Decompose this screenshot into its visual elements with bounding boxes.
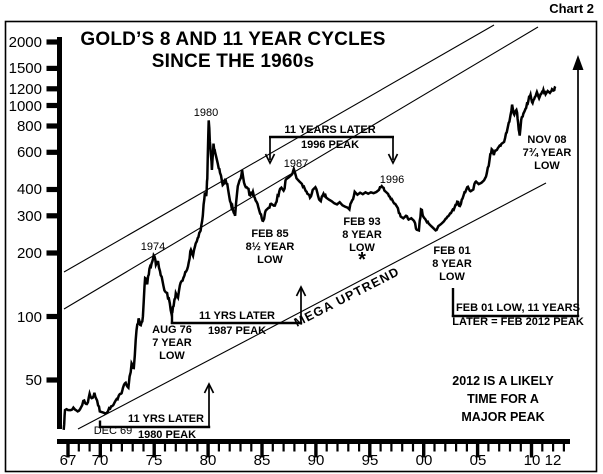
y-axis-label: 200 [16, 245, 42, 262]
x-axis-label: 75 [145, 452, 163, 469]
y-axis-label: 2000 [8, 34, 42, 51]
x-axis-label: 80 [199, 452, 217, 469]
annotation-1996-peak: 1996 [379, 174, 405, 186]
annotation-1974-peak: 1974 [140, 241, 166, 253]
annotation-nov08-low: NOV 08 7¾ YEAR LOW [522, 134, 572, 172]
x-axis-label: 70 [91, 452, 109, 469]
annotation-aug76-low: AUG 76 7 YEAR LOW [152, 324, 192, 362]
annotation-1987-peak: 1987 [283, 158, 309, 170]
x-axis-label: 85 [253, 452, 271, 469]
y-axis-label: 1000 [8, 98, 42, 115]
y-axis-label: 600 [16, 144, 42, 161]
y-axis-label: 1500 [8, 60, 42, 77]
x-axis-label: 05 [469, 452, 487, 469]
x-axis-label: 12 [544, 452, 562, 469]
x-axis-label: 00 [415, 452, 433, 469]
bracket-1996-caption-top: 11 YEARS LATER [284, 124, 376, 136]
chart-title: GOLD’S 8 AND 11 YEAR CYCLES SINCE THE 19… [80, 29, 385, 73]
chart-title-line1: GOLD’S 8 AND 11 YEAR CYCLES [80, 29, 386, 50]
annotation-1980-peak: 1980 [193, 107, 219, 119]
annotation-feb01-low: FEB 01 8 YEAR LOW [432, 245, 472, 283]
chart-title-line2: SINCE THE 1960s [151, 51, 315, 72]
y-axis-label: 300 [16, 208, 42, 225]
y-axis-label: 50 [25, 372, 42, 389]
annotation-2012-likely-peak: 2012 IS A LIKELY TIME FOR A MAJOR PEAK [452, 374, 554, 424]
y-axis-label: 1200 [8, 81, 42, 98]
annotation-feb01-2012: FEB 01 LOW, 11 YEARS LATER = FEB 2012 PE… [452, 302, 584, 328]
bracket-1996-caption-bottom: 1996 PEAK [300, 139, 360, 151]
chart-label: Chart 2 [549, 1, 594, 16]
y-axis-label: 800 [16, 118, 42, 135]
star-marker: * [358, 249, 366, 271]
x-axis-label: 10 [523, 452, 541, 469]
y-axis-label: 400 [16, 181, 42, 198]
x-axis-label: 95 [361, 452, 379, 469]
annotation-feb85-low: FEB 85 8½ YEAR LOW [245, 228, 295, 266]
y-axis-label: 100 [16, 309, 42, 326]
bracket-1980-caption-bottom: 1980 PEAK [137, 429, 197, 441]
bracket-1980-caption-top: 11 YRS LATER [127, 413, 205, 425]
bracket-1987-caption-bottom: 1987 PEAK [207, 325, 267, 337]
bracket-1987-caption-top: 11 YRS LATER [198, 310, 276, 322]
x-axis-label: 90 [307, 452, 325, 469]
annotation-feb93-low: FEB 93 8 YEAR LOW * [342, 216, 382, 271]
x-axis-label: 67 [59, 452, 77, 469]
annotation-dec69: DEC 69 [93, 425, 133, 437]
